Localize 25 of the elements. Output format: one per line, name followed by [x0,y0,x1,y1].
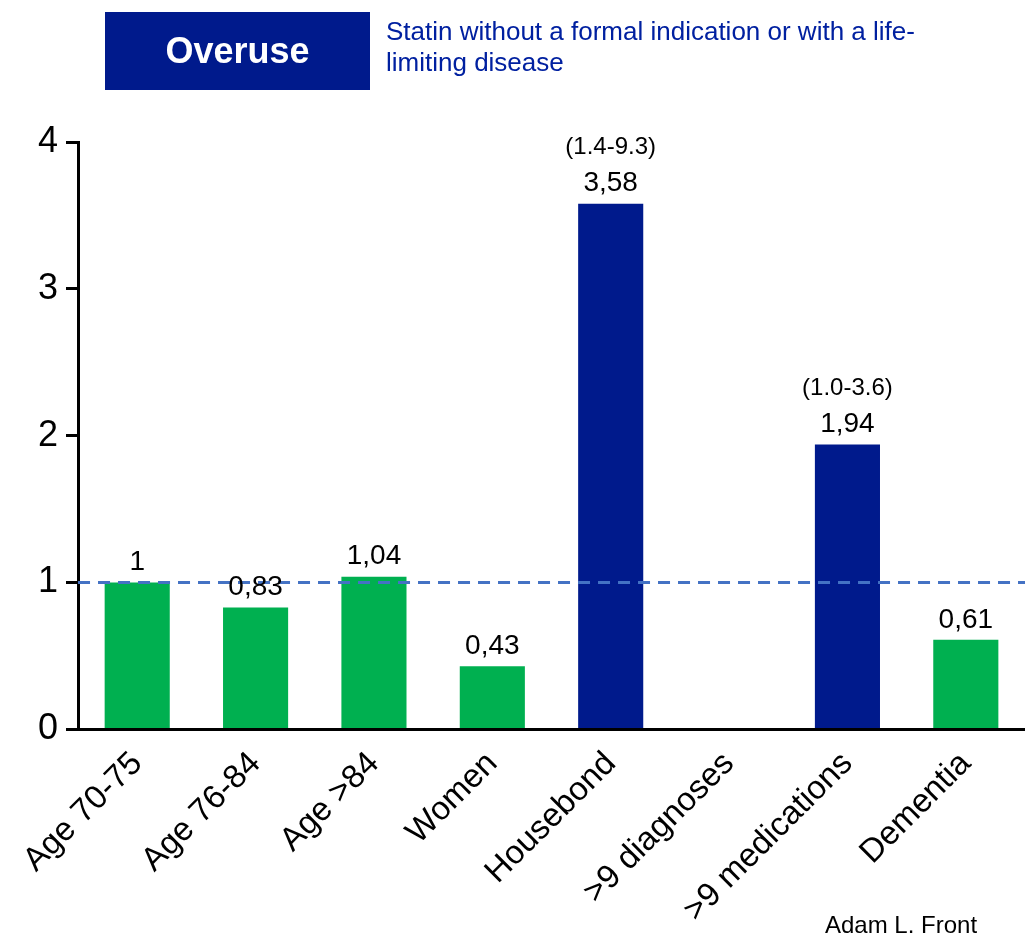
bar [223,607,289,728]
data-label: 0,43 [465,628,520,660]
data-label: 1 [129,545,145,577]
y-tick-label: 3 [37,265,59,307]
y-tick-label: 2 [37,412,59,454]
y-tick-label: 1 [37,559,59,601]
bar [459,666,525,728]
data-label: 3,58 [583,166,638,198]
bar [341,576,407,728]
x-tick-label: Age >84 [271,743,386,858]
chart-title: Overuse [105,12,370,90]
text: Adam L. Front [825,910,978,938]
bar [933,639,999,728]
y-tick-label: 4 [37,118,59,160]
data-label: 0,61 [938,602,994,634]
annotation: (1.0-3.6) [802,373,893,401]
y-tick-label: 0 [37,706,59,748]
bar [814,444,880,728]
data-label: 0,83 [228,570,283,602]
bar [104,582,170,728]
chart-subtitle: Statin without a formal indication or with a life-limiting disease [386,16,916,78]
data-label: 1,94 [820,407,875,439]
annotation: (1.4-9.3) [565,132,657,160]
data-label: 1,04 [346,539,402,571]
bar [578,203,644,728]
